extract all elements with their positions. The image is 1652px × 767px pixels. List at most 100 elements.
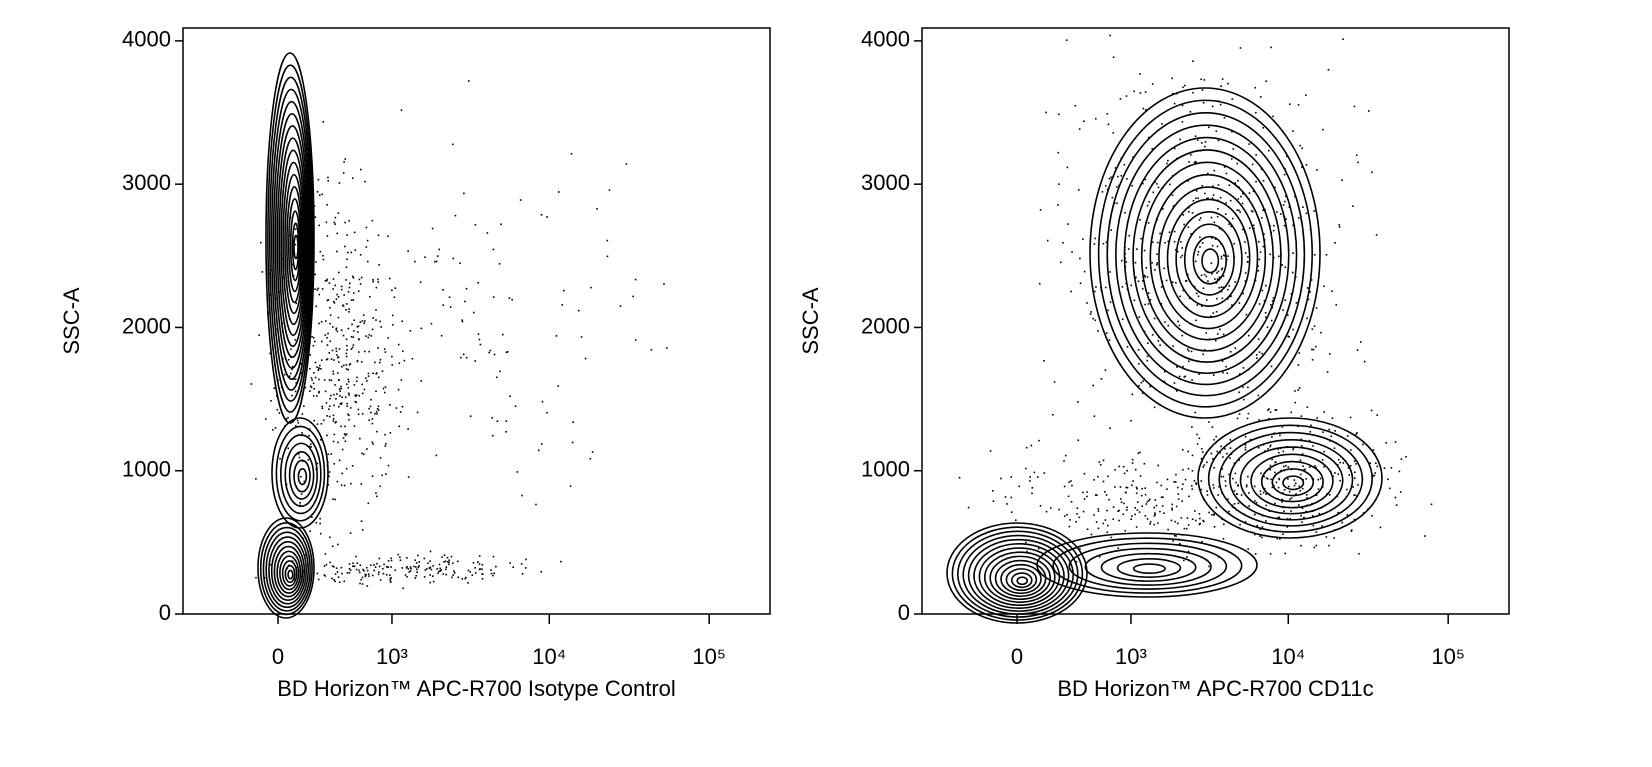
event-dot [1065,39,1068,41]
event-dot [1342,462,1345,464]
event-dot [1157,241,1159,244]
event-dot [1151,83,1154,85]
event-dot [1194,135,1197,137]
event-dot [1232,477,1234,480]
event-dot [1075,520,1077,523]
event-dot [1191,488,1194,490]
event-dot [1357,161,1359,164]
event-dot [1167,159,1169,162]
event-dot [1198,523,1201,526]
event-dot [1202,466,1205,468]
event-dot [1192,91,1194,94]
event-dot [1164,241,1166,244]
event-dot [1272,297,1275,299]
event-dot [320,359,323,361]
event-dot [261,271,264,273]
event-dot [1197,251,1200,253]
event-dot [351,465,354,467]
event-dot [1294,401,1297,404]
event-dot [1160,496,1163,498]
event-dot [1283,510,1285,513]
event-dot [345,355,348,358]
contour-line [983,551,1056,604]
event-dot [1208,511,1210,514]
event-dot [1285,218,1287,220]
event-dot [1265,284,1267,287]
event-dot [326,235,329,237]
event-dot [441,556,443,558]
event-dot [1257,269,1260,272]
event-dot [1201,305,1203,307]
event-dot [1114,167,1117,169]
event-dot [1106,531,1109,534]
event-dot [287,416,289,419]
event-dot [1269,445,1271,448]
event-dot [435,454,438,457]
event-dot [1172,345,1174,348]
event-dot [300,363,302,365]
event-dot [298,456,301,459]
event-dot [300,493,303,495]
event-dot [1176,522,1179,525]
event-dot [379,358,382,361]
event-dot [1305,164,1308,166]
event-dot [1188,206,1190,209]
event-dot [541,400,544,403]
event-dot [339,390,341,393]
event-dot [1118,509,1120,512]
event-dot [1312,348,1315,351]
event-dot [359,564,362,567]
event-dot [350,336,353,338]
event-dot [1131,515,1133,517]
contour-line [1183,223,1235,296]
event-dot [355,401,357,404]
event-dot [1157,340,1160,342]
event-dot [1313,210,1315,212]
event-dot [1207,172,1209,175]
event-dot [1236,209,1239,211]
event-dot [425,568,428,570]
event-dot [1310,424,1312,427]
event-dot [472,561,475,564]
event-dot [289,372,292,375]
event-dot [294,339,297,341]
event-dot [341,396,343,399]
event-dot [1334,472,1336,474]
event-dot [366,239,369,242]
contour-line [1218,431,1364,527]
event-dot [417,566,420,569]
event-dot [1183,559,1185,562]
event-dot [1223,117,1226,119]
event-dot [1102,522,1105,525]
event-dot [1271,300,1274,302]
event-dot [1107,309,1109,312]
event-dot [365,246,368,248]
event-dot [1104,286,1107,289]
contour-line [284,173,304,315]
event-dot [1121,318,1124,321]
event-dot [1138,511,1141,513]
event-dot [1219,196,1222,199]
event-dot [390,566,392,568]
event-dot [344,158,347,160]
event-dot [1255,180,1257,183]
event-dot [1086,491,1089,493]
event-dot [346,572,349,574]
event-dot [666,347,668,349]
event-dot [1154,512,1156,514]
event-dot [1094,237,1097,240]
event-dot [357,290,360,292]
contour-line [1005,568,1038,592]
event-dot [344,396,347,398]
event-dot [1135,526,1138,528]
event-dot [1126,506,1128,509]
event-dot [634,339,637,341]
event-dot [1244,521,1247,523]
event-dot [1230,158,1233,160]
event-dot [279,457,281,460]
contour-line [1271,468,1315,497]
event-dot [370,398,372,401]
event-dot [1215,310,1218,313]
event-dot [1216,297,1218,300]
event-dot [1290,293,1293,295]
